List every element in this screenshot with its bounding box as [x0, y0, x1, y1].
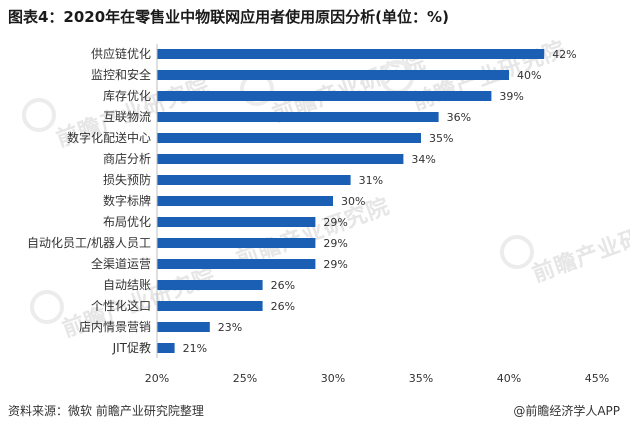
category-label: 布局优化: [103, 215, 151, 229]
bar: [157, 238, 316, 248]
value-label: 40%: [517, 69, 541, 82]
category-label: 数字标牌: [103, 193, 151, 208]
x-tick-label: 45%: [585, 372, 609, 385]
value-label: 36%: [447, 111, 471, 124]
x-tick-label: 30%: [321, 372, 345, 385]
value-label: 29%: [323, 258, 347, 271]
brand-credit: @前瞻经济学人APP: [513, 404, 620, 418]
bar: [157, 259, 316, 269]
bar: [157, 91, 492, 101]
category-label: 自动化员工/机器人员工: [27, 236, 151, 250]
bar: [157, 301, 263, 311]
value-label: 30%: [341, 195, 365, 208]
category-label: 互联物流: [103, 110, 151, 124]
category-label: 库存优化: [103, 88, 151, 103]
category-label: 个性化这口: [91, 298, 151, 313]
bar: [157, 280, 263, 290]
x-tick-label: 35%: [409, 372, 433, 385]
bar: [157, 49, 545, 59]
x-tick-label: 40%: [497, 372, 521, 385]
bar: [157, 322, 210, 332]
value-label: 26%: [271, 300, 295, 313]
bar: [157, 133, 421, 143]
bar: [157, 217, 316, 227]
x-tick-label: 20%: [145, 372, 169, 385]
value-label: 35%: [429, 132, 453, 145]
bar: [157, 196, 333, 206]
value-labels: 42% 40% 39% 36% 35% 34% 31% 30% 29% 29% 29% 26% 26% 2…: [183, 48, 577, 355]
category-label: 数字化配送中心: [67, 130, 151, 145]
category-label: 损失预防: [103, 172, 151, 187]
category-label: 供应链优化: [91, 46, 151, 61]
bar: [157, 112, 439, 122]
x-tick-label: 25%: [233, 372, 257, 385]
bar: [157, 154, 404, 164]
category-label: 自动结账: [103, 278, 151, 292]
source-note: 资料来源：微软 前瞻产业研究院整理: [8, 404, 204, 418]
bar: [157, 343, 175, 353]
value-label: 39%: [499, 90, 523, 103]
category-label: 监控和安全: [91, 67, 151, 82]
value-label: 29%: [323, 237, 347, 250]
x-tick-labels: 20% 25% 30% 35% 40% 45%: [145, 372, 609, 385]
value-label: 42%: [552, 48, 576, 61]
value-label: 26%: [271, 279, 295, 292]
bars: [157, 49, 545, 353]
chart-title: 图表4：2020年在零售业中物联网应用者使用原因分析(单位：%): [8, 8, 449, 26]
value-label: 29%: [323, 216, 347, 229]
category-label: 全渠道运营: [91, 256, 151, 271]
category-label: 店内情景营销: [79, 320, 151, 334]
category-label: JIT促教: [112, 340, 151, 355]
value-label: 34%: [411, 153, 435, 166]
category-labels: 供应链优化监控和安全库存优化互联物流数字化配送中心商店分析损失预防数字标牌布局优…: [27, 46, 151, 355]
bar: [157, 175, 351, 185]
value-label: 31%: [359, 174, 383, 187]
value-label: 23%: [218, 321, 242, 334]
bar: [157, 70, 509, 80]
value-label: 21%: [183, 342, 207, 355]
category-label: 商店分析: [103, 151, 151, 166]
